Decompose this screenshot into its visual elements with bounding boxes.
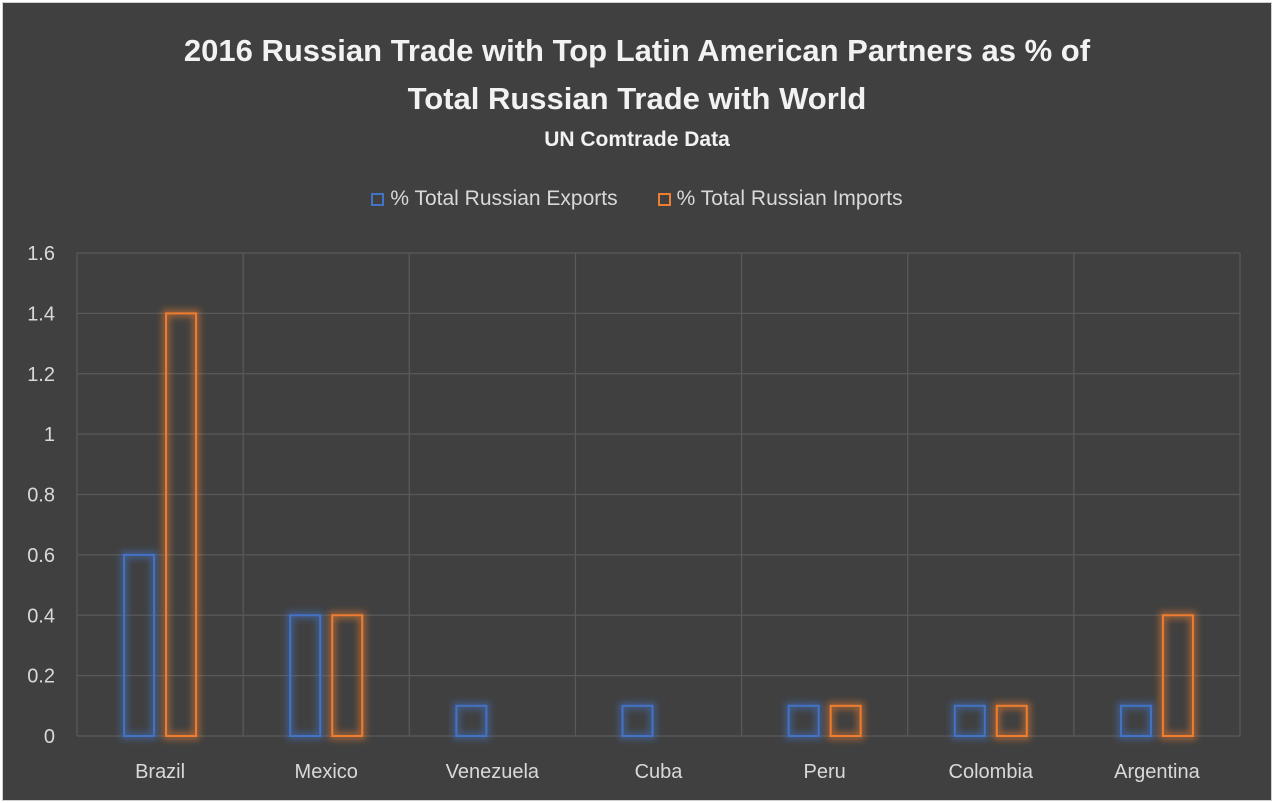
bar-glow xyxy=(827,702,865,740)
bar-imports-argentina xyxy=(1159,611,1197,740)
bar-outline xyxy=(787,704,820,737)
bar-exports-peru xyxy=(785,702,823,740)
y-tick-label: 1.4 xyxy=(27,303,55,325)
bar-exports-cuba xyxy=(619,702,656,740)
bar-glow xyxy=(951,702,989,740)
bar-outline xyxy=(165,312,198,737)
bar-outline xyxy=(1161,614,1194,737)
bar-outline xyxy=(289,614,322,737)
legend-item-exports: % Total Russian Exports xyxy=(371,187,618,211)
bar-outline xyxy=(331,614,364,737)
bar-glow xyxy=(785,702,823,740)
legend-item-imports: % Total Russian Imports xyxy=(657,187,903,211)
bar-exports-argentina xyxy=(1117,702,1155,740)
bar-glow xyxy=(120,551,158,740)
y-tick-label: 1 xyxy=(44,424,55,446)
y-tick-label: 0.2 xyxy=(27,666,55,688)
bar-imports-peru xyxy=(827,702,865,740)
bar-glow xyxy=(162,309,200,740)
x-tick-label: Peru xyxy=(804,761,846,783)
bar-outline xyxy=(995,704,1028,737)
bar-chart-plot: 0 0.2 0.4 0.6 0.8 1 1.2 1.4 1.6 Brazil Mexico Vene… xyxy=(27,243,1241,783)
legend-label-exports: % Total Russian Exports xyxy=(390,187,618,210)
x-tick-label: Cuba xyxy=(635,761,684,783)
y-tick-label: 1.6 xyxy=(27,243,55,265)
x-tick-label: Mexico xyxy=(295,761,358,783)
bar-exports-venezuela xyxy=(452,702,490,740)
y-tick-label: 0.6 xyxy=(27,545,55,567)
chart-legend: % Total Russian Exports % Total Russian … xyxy=(3,184,1271,214)
x-tick-label: Venezuela xyxy=(446,761,540,783)
bar-outline xyxy=(123,553,156,737)
x-tick-label: Colombia xyxy=(949,761,1034,783)
bar-glow xyxy=(452,702,490,740)
bar-outline xyxy=(953,704,986,737)
bar-outline xyxy=(455,704,488,737)
bar-outline xyxy=(621,704,654,737)
gridlines xyxy=(76,252,1241,737)
y-tick-label: 1.2 xyxy=(27,364,55,386)
chart-title-line1: 2016 Russian Trade with Top Latin Americ… xyxy=(183,33,1091,68)
bar-glow xyxy=(993,702,1031,740)
y-tick-label: 0.4 xyxy=(27,605,55,627)
y-tick-label: 0 xyxy=(44,726,55,748)
bar-exports-colombia xyxy=(951,702,989,740)
bar-exports-mexico xyxy=(286,611,324,740)
chart-subtitle: UN Comtrade Data xyxy=(544,128,730,151)
bar-exports-brazil xyxy=(120,551,158,740)
bar-imports-mexico xyxy=(328,611,366,740)
x-axis-ticks: Brazil Mexico Venezuela Cuba Peru Colombia Arg… xyxy=(135,761,1201,783)
bar-outline xyxy=(829,704,862,737)
y-axis-ticks: 0 0.2 0.4 0.6 0.8 1 1.2 1.4 1.6 xyxy=(27,243,55,748)
legend-swatch-imports xyxy=(657,192,671,206)
y-tick-label: 0.8 xyxy=(27,485,55,507)
bar-imports-colombia xyxy=(993,702,1031,740)
bars xyxy=(120,309,1197,740)
bar-glow xyxy=(1117,702,1155,740)
bar-glow xyxy=(619,702,656,740)
chart-title-line2: Total Russian Trade with World xyxy=(407,81,867,116)
x-tick-label: Argentina xyxy=(1114,761,1200,783)
x-tick-label: Brazil xyxy=(135,761,185,783)
bar-outline xyxy=(1119,704,1152,737)
bar-imports-brazil xyxy=(162,309,200,740)
legend-label-imports: % Total Russian Imports xyxy=(676,187,903,210)
legend-swatch-exports xyxy=(371,192,385,206)
